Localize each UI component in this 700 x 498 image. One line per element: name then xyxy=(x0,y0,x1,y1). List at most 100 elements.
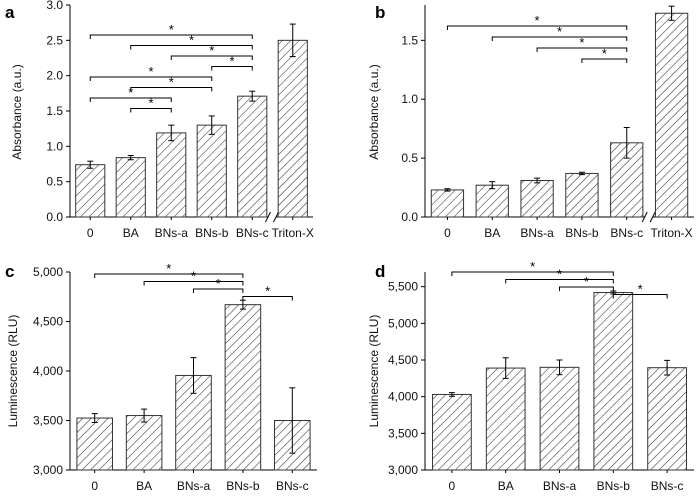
significance-star: * xyxy=(265,284,270,299)
panel-letter: c xyxy=(5,262,14,281)
bar xyxy=(520,179,554,218)
x-tick-label: BNs-a xyxy=(520,226,554,240)
x-tick-label: BNs-b xyxy=(565,226,599,240)
significance-star: * xyxy=(229,54,234,69)
significance-star: * xyxy=(579,35,584,50)
significance-star: * xyxy=(189,33,194,48)
significance-bracket xyxy=(559,286,614,291)
significance-bracket xyxy=(581,58,628,63)
y-tick-label: 0.5 xyxy=(46,175,63,189)
x-tick-label: BNs-b xyxy=(597,479,631,493)
bar xyxy=(475,184,509,218)
significance-bracket xyxy=(89,97,172,102)
bar xyxy=(277,39,308,218)
significance-star: * xyxy=(584,274,589,289)
significance-star: * xyxy=(169,75,174,90)
significance-star: * xyxy=(530,259,535,274)
bar xyxy=(565,172,599,218)
significance-bracket xyxy=(491,36,628,41)
y-tick-label: 4,500 xyxy=(388,353,418,367)
x-tick-label: BA xyxy=(498,479,514,493)
panel-a: a Absorbance (a.u.) 0.0 0.5 1.0 1.5 2.0 2.5 3.0 0… xyxy=(5,0,314,240)
y-tick-label: 1.0 xyxy=(401,92,418,106)
y-tick-label: 1.5 xyxy=(401,33,418,47)
x-tick-label: BNs-a xyxy=(177,479,211,493)
y-tick-label: 1.5 xyxy=(46,104,63,118)
axis-break-mark xyxy=(641,211,648,223)
significance-bracket xyxy=(130,45,253,50)
y-tick-label: 3,500 xyxy=(33,414,63,428)
significance-bracket xyxy=(612,294,668,299)
significance-bracket xyxy=(143,281,244,286)
y-tick-label: 3.0 xyxy=(46,0,63,12)
x-tick-label: 0 xyxy=(91,479,98,493)
significance-bracket xyxy=(89,34,253,39)
significance-bracket xyxy=(130,87,213,92)
significance-star: * xyxy=(169,22,174,37)
panel-letter: a xyxy=(5,3,15,22)
y-tick-label: 0.0 xyxy=(401,210,418,224)
significance-star: * xyxy=(128,85,133,100)
bar xyxy=(654,12,689,218)
x-tick-label: Triton-X xyxy=(650,226,692,240)
bar xyxy=(593,292,634,471)
significance-bracket xyxy=(211,66,253,71)
y-axis-title: Luminescence (RLU) xyxy=(367,315,381,428)
significance-bracket xyxy=(89,76,213,81)
y-tick-label: 1.0 xyxy=(46,139,63,153)
significance-bracket xyxy=(242,296,293,301)
significance-star: * xyxy=(638,282,643,297)
x-tick-label: BA xyxy=(123,226,139,240)
x-tick-label: BNs-c xyxy=(236,226,269,240)
significance-bracket xyxy=(130,108,172,113)
x-tick-label: BNs-c xyxy=(610,226,643,240)
x-tick-label: BNs-a xyxy=(155,226,189,240)
bar xyxy=(485,367,526,471)
significance-bracket xyxy=(536,47,628,52)
y-tick-label: 0.5 xyxy=(401,151,418,165)
significance-star: * xyxy=(602,46,607,61)
x-tick-label: 0 xyxy=(449,479,456,493)
significance-bracket xyxy=(94,273,244,278)
x-tick-label: BNs-b xyxy=(195,226,229,240)
axis-break-mark xyxy=(273,211,279,223)
y-tick-label: 3,000 xyxy=(33,463,63,477)
significance-star: * xyxy=(216,276,221,291)
y-tick-label: 3,000 xyxy=(388,463,418,477)
significance-bracket xyxy=(446,25,628,30)
bar xyxy=(432,393,472,471)
significance-star: * xyxy=(191,269,196,284)
bar xyxy=(196,124,227,218)
panel-letter: d xyxy=(375,262,385,281)
significance-bracket xyxy=(170,55,253,60)
bar xyxy=(125,415,163,471)
y-tick-label: 4,000 xyxy=(388,390,418,404)
bar xyxy=(76,417,113,471)
y-tick-label: 2.0 xyxy=(46,69,63,83)
y-tick-label: 5,500 xyxy=(388,280,418,294)
bar xyxy=(75,164,106,218)
bar xyxy=(539,366,580,471)
significance-star: * xyxy=(535,13,540,28)
bar xyxy=(224,304,262,471)
y-tick-label: 3,500 xyxy=(388,426,418,440)
x-tick-label: 0 xyxy=(444,226,451,240)
significance-star: * xyxy=(557,267,562,282)
x-tick-label: 0 xyxy=(87,226,94,240)
significance-star: * xyxy=(557,24,562,39)
y-tick-label: 5,000 xyxy=(33,265,63,279)
bar xyxy=(430,189,465,218)
panel-d: d Luminescence (RLU) 3,000 3,500 4,000 4,500 5… xyxy=(367,259,694,493)
y-tick-label: 5,000 xyxy=(388,316,418,330)
x-tick-label: BA xyxy=(136,479,152,493)
bar xyxy=(156,132,187,218)
y-axis-title: Absorbance (a.u.) xyxy=(367,64,381,159)
bar xyxy=(115,157,146,218)
significance-star: * xyxy=(148,64,153,79)
significance-star: * xyxy=(148,96,153,111)
y-tick-label: 4,000 xyxy=(33,364,63,378)
y-tick-label: 2.5 xyxy=(46,33,63,47)
x-tick-label: BNs-b xyxy=(226,479,260,493)
